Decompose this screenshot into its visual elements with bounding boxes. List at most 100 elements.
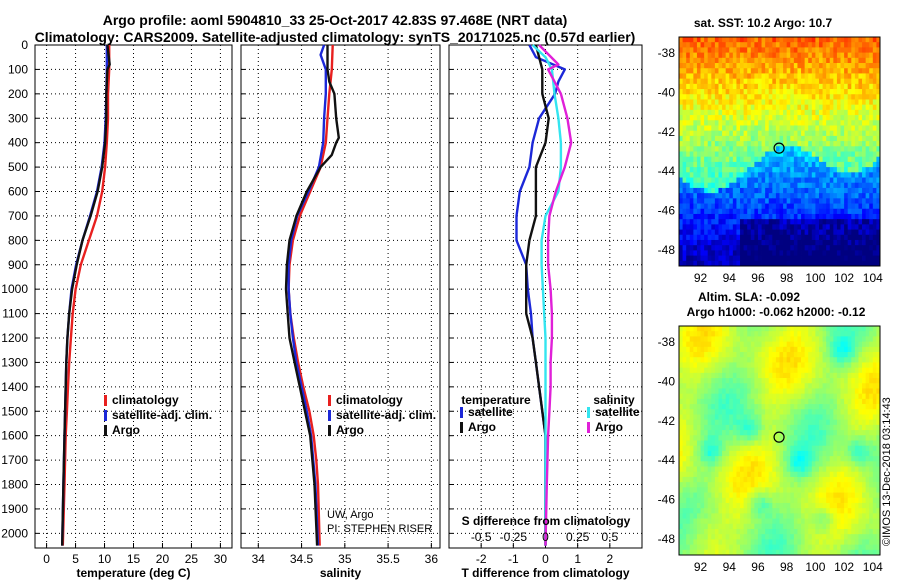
- legend-swatch-difference-t: [460, 422, 463, 433]
- sst-cell: [829, 125, 834, 132]
- sst-cell: [722, 161, 727, 168]
- sst-cell: [790, 167, 795, 173]
- sla-cell: [829, 445, 834, 452]
- sst-cell: [736, 141, 741, 147]
- sst-cell: [700, 156, 705, 163]
- sst-cell: [854, 146, 859, 152]
- sla-cell: [844, 466, 849, 473]
- sst-frame: [678, 36, 881, 267]
- sst-cell: [847, 203, 852, 210]
- sla-cell: [847, 523, 852, 530]
- sla-cell: [865, 409, 870, 415]
- sst-cell: [682, 104, 687, 111]
- sla-cell: [876, 435, 881, 441]
- sla-cell: [722, 482, 727, 488]
- sst-cell: [750, 219, 755, 225]
- sla-cell: [754, 471, 759, 478]
- sst-cell: [779, 47, 784, 54]
- sst-cell: [693, 146, 698, 152]
- sst-cell: [862, 229, 867, 236]
- sla-cell: [743, 508, 748, 514]
- sst-cell: [714, 224, 719, 230]
- sla-cell: [693, 414, 698, 421]
- sla-cell: [772, 523, 777, 530]
- sst-cell: [786, 182, 791, 189]
- sla-cell: [757, 456, 762, 462]
- sst-cell: [743, 182, 748, 189]
- sst-cell: [696, 135, 701, 142]
- sla-cell: [711, 393, 716, 400]
- sla-cell: [836, 388, 841, 395]
- sla-cell: [704, 341, 709, 348]
- sla-cell: [711, 497, 716, 504]
- sst-cell: [840, 83, 845, 90]
- sst-cell: [729, 125, 734, 132]
- sst-cell: [725, 255, 730, 262]
- sst-cell: [707, 250, 712, 256]
- sla-cell: [869, 331, 874, 337]
- sst-cell: [876, 187, 881, 194]
- sla-cell: [804, 346, 809, 353]
- sst-cell: [844, 245, 849, 251]
- sst-cell: [725, 234, 730, 241]
- sla-cell: [768, 476, 773, 483]
- sst-cell: [811, 42, 816, 48]
- sst-cell: [851, 83, 856, 90]
- sla-cell: [854, 430, 859, 436]
- sst-cell: [689, 167, 694, 173]
- sst-cell: [801, 224, 806, 230]
- sla-cell: [851, 372, 856, 379]
- sst-cell: [869, 141, 874, 147]
- sla-cell: [750, 336, 755, 343]
- sst-cell: [801, 146, 806, 152]
- sla-cell: [818, 341, 823, 348]
- sst-cell: [854, 255, 859, 262]
- sla-cell: [826, 378, 831, 384]
- sla-cell: [822, 476, 827, 483]
- sla-cell: [836, 528, 841, 535]
- sla-cell: [876, 378, 881, 384]
- sla-cell: [818, 393, 823, 400]
- sla-cell: [722, 357, 727, 363]
- sla-cell: [818, 476, 823, 483]
- sst-cell: [836, 115, 841, 121]
- sst-cell: [693, 167, 698, 173]
- sla-cell: [779, 341, 784, 348]
- sst-cell: [815, 115, 820, 121]
- sst-cell: [747, 229, 752, 236]
- sla-cell: [836, 346, 841, 353]
- sst-cell: [854, 239, 859, 246]
- sst-cell: [761, 115, 766, 121]
- sla-cell: [729, 476, 734, 483]
- sst-cell: [704, 229, 709, 236]
- sst-cell: [693, 156, 698, 163]
- sst-cell: [761, 193, 766, 199]
- sla-cell: [822, 471, 827, 478]
- sst-cell: [797, 250, 802, 256]
- sla-cell: [876, 456, 881, 462]
- sla-cell: [725, 409, 730, 415]
- sla-cell: [722, 383, 727, 389]
- sst-cell: [862, 94, 867, 100]
- sst-cell: [872, 177, 877, 184]
- sla-cell: [869, 409, 874, 415]
- sst-cell: [761, 73, 766, 80]
- sst-cell: [700, 125, 705, 132]
- sst-cell: [826, 260, 831, 267]
- sla-cell: [829, 367, 834, 374]
- sst-cell: [858, 161, 863, 168]
- sla-cell: [808, 528, 813, 535]
- sla-cell: [729, 523, 734, 530]
- sla-cell: [833, 372, 838, 379]
- sla-cell: [876, 492, 881, 499]
- sla-cell: [793, 367, 798, 374]
- sst-cell: [757, 73, 762, 80]
- sst-cell: [722, 187, 727, 194]
- sla-cell: [725, 471, 730, 478]
- sla-cell: [844, 352, 849, 358]
- sst-cell: [740, 47, 745, 54]
- sla-cell: [740, 393, 745, 400]
- sst-cell: [711, 229, 716, 236]
- sst-cell: [826, 135, 831, 142]
- sst-cell: [829, 104, 834, 111]
